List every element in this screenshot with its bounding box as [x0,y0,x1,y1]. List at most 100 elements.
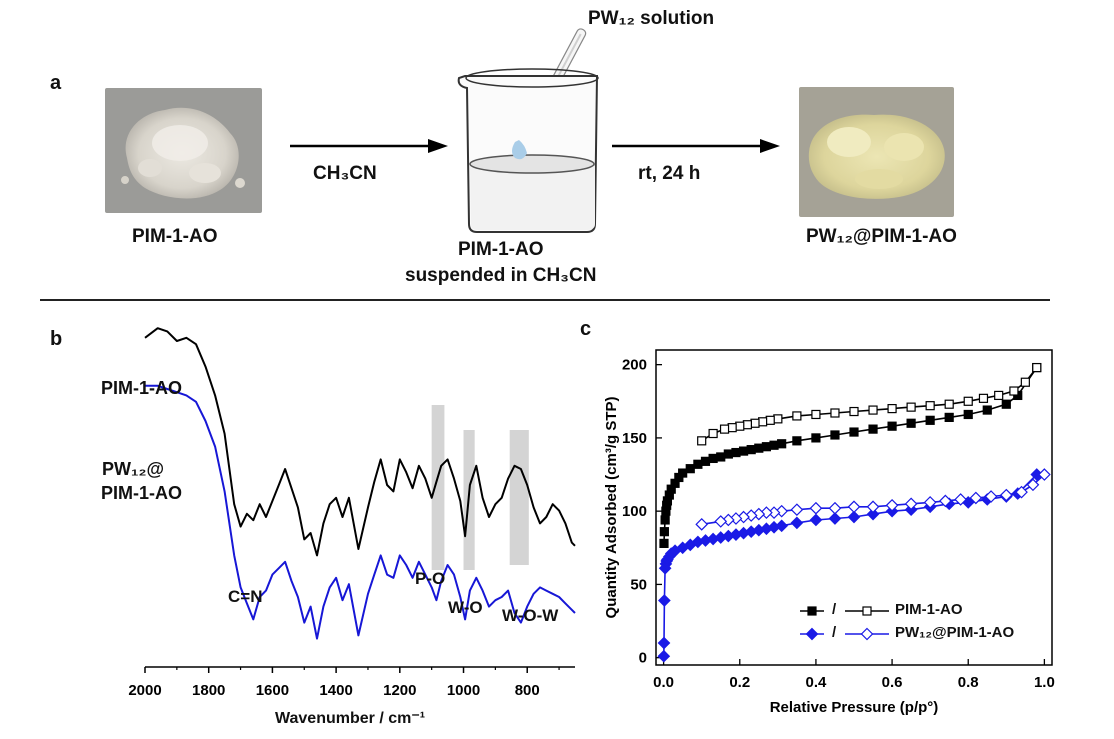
iso-point [811,409,821,420]
iso-point [866,507,880,521]
iso-point [944,412,954,422]
iso-point [708,453,718,464]
iso-point [906,418,916,428]
beaker-icon [457,28,599,233]
iso-point [1032,362,1042,373]
ftir-x-tick-label: 800 [515,682,540,699]
iso-point [657,636,671,650]
iso-point [868,405,878,415]
iso-x-tick-label: 1.0 [1034,674,1055,691]
iso-point [925,415,935,425]
iso-point [659,527,669,537]
iso-point [885,498,899,512]
iso-point [999,488,1013,502]
beaker-label-line2: suspended in CH₃CN [405,265,597,286]
product-label: PW₁₂@PIM-1-AO [806,226,957,247]
legend-slash-1: / [832,601,837,618]
iso-point [697,436,707,446]
pim-1-ao-powder-photo [105,88,262,213]
iso-point [1015,485,1028,499]
ftir-x-tick-label: 2000 [128,682,161,699]
iso-point [1038,468,1051,481]
iso-point [1020,377,1030,387]
iso-point [659,538,669,548]
iso-point [685,464,695,474]
iso-point [792,411,802,421]
iso-point [969,491,983,505]
iso-point [754,443,764,453]
iso-point [805,627,819,641]
iso-point [830,408,840,418]
legend-slash-2: / [832,624,837,641]
iso-point [657,649,671,663]
band-highlight-2 [509,430,529,565]
band-label-w-o-w: W-O-W [502,606,559,625]
iso-x-tick-label: 0.2 [729,674,750,691]
iso-point [777,439,787,449]
iso-point [807,606,817,616]
iso-point [773,414,783,424]
iso-point [862,606,872,616]
reaction-arrow-1 [290,139,448,153]
product-powder-photo [799,87,954,217]
panel-c-label: c [580,318,592,340]
iso-point [775,519,789,533]
ftir-series-0 [144,327,576,557]
iso-point [811,433,821,443]
iso-point [887,421,897,431]
panel-b-label: b [50,328,63,350]
reaction-arrow-2 [612,139,780,153]
iso-y-tick-label: 0 [639,650,647,667]
iso-point [792,436,802,446]
iso-point [954,493,967,506]
iso-point [765,415,775,425]
iso-point [761,442,772,452]
iso-point [731,447,741,458]
start-material-label: PIM-1-AO [132,226,218,247]
iso-point [1009,386,1019,396]
iso-x-tick-label: 0.8 [958,674,979,691]
iso-point [982,405,992,415]
iso-point [742,420,752,430]
iso-point [716,452,726,462]
band-label-c-n: C=N [228,587,263,606]
panel-a-label: a [50,72,62,94]
iso-point [944,399,954,409]
iso-plot-frame [655,349,1053,666]
legend-pim-1-ao: PIM-1-AO [895,601,963,618]
ftir-x-tick-label: 1200 [383,682,416,699]
ftir-x-tick-label: 1800 [192,682,225,699]
iso-point [1026,478,1040,492]
iso-x-tick-label: 0.0 [653,674,674,691]
band-highlight-0 [431,405,445,570]
iso-y-tick-label: 200 [622,357,647,374]
iso-point [1001,399,1011,409]
iso-xlabel: Relative Pressure (p/p°) [770,699,939,716]
iso-point [790,516,804,530]
iso-y-tick-label: 150 [622,430,647,447]
iso-point [719,424,730,434]
iso-point [695,518,709,531]
iso-y-tick-label: 100 [622,503,647,520]
section-divider [40,299,1050,301]
ftir-xlabel: Wavenumber / cm⁻¹ [275,710,426,727]
band-label-p-o: P-O [415,569,446,588]
iso-y-tick-label: 50 [630,576,647,593]
ftir-x-tick-label: 1600 [256,682,289,699]
iso-point [678,468,688,478]
ftir-series-1 [145,384,576,640]
series-label-pw12-line2: PIM-1-AO [101,483,182,503]
iso-point [849,427,859,437]
iso-point [847,500,861,514]
iso-point [984,490,998,503]
condition-label: rt, 24 h [638,163,701,184]
iso-point [727,423,737,433]
iso-ylabel: Quantity Adsorbed (cm³/g STP) [603,397,620,619]
iso-point [978,393,989,403]
iso-point [693,459,703,469]
iso-point [708,428,718,439]
iso-point [923,496,937,509]
iso-point [868,424,878,434]
series-label-pim-1-ao: PIM-1-AO [101,378,182,398]
iso-point [714,515,728,528]
